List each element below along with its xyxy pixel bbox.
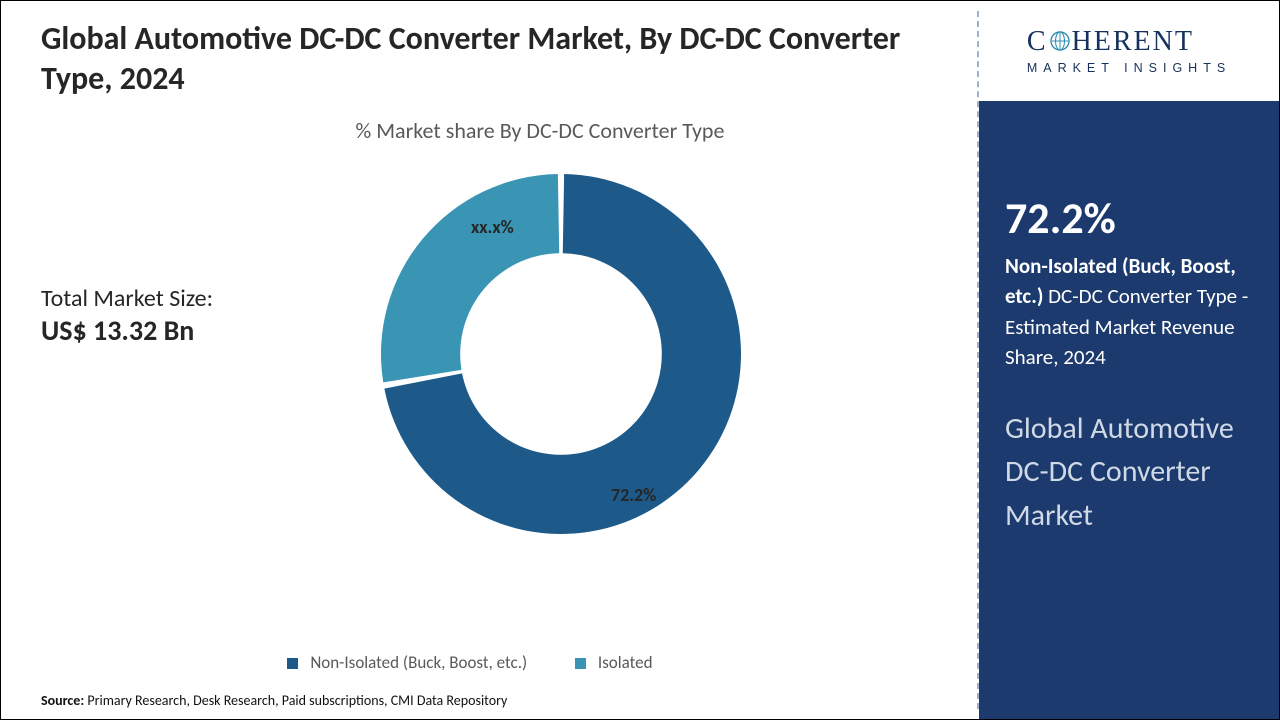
- panel-market-name: Global Automotive DC-DC Converter Market: [1005, 407, 1253, 538]
- slice-label-nonisolated: 72.2%: [611, 484, 656, 506]
- legend-item-0: Non-Isolated (Buck, Boost, etc.): [287, 652, 527, 673]
- brand-logo: CHERENT MARKET INSIGHTS: [1027, 28, 1231, 74]
- donut-chart: [361, 154, 761, 554]
- right-column: CHERENT MARKET INSIGHTS 72.2% Non-Isolat…: [979, 1, 1279, 719]
- legend-swatch-0: [287, 658, 298, 669]
- source-line: Source: Primary Research, Desk Research,…: [41, 692, 507, 709]
- slice-label-isolated: xx.x%: [471, 216, 514, 238]
- page-root: Global Automotive DC-DC Converter Market…: [0, 0, 1280, 720]
- chart-legend: Non-Isolated (Buck, Boost, etc.) Isolate…: [1, 652, 939, 673]
- logo-top-text: CHERENT: [1027, 28, 1231, 58]
- legend-swatch-1: [575, 658, 586, 669]
- chart-subtitle: % Market share By DC-DC Converter Type: [121, 117, 959, 144]
- source-text: Primary Research, Desk Research, Paid su…: [84, 692, 507, 709]
- total-market-box: Total Market Size: US$ 13.32 Bn: [41, 284, 213, 348]
- donut-svg: [361, 154, 761, 554]
- legend-item-1: Isolated: [575, 652, 653, 673]
- total-market-value: US$ 13.32 Bn: [41, 313, 213, 348]
- logo-box: CHERENT MARKET INSIGHTS: [979, 1, 1279, 101]
- logo-bottom-text: MARKET INSIGHTS: [1027, 62, 1231, 75]
- legend-label-0: Non-Isolated (Buck, Boost, etc.): [310, 652, 527, 673]
- panel-percent: 72.2%: [1005, 191, 1253, 245]
- legend-label-1: Isolated: [598, 652, 653, 673]
- total-market-label: Total Market Size:: [41, 284, 213, 313]
- source-label: Source:: [41, 692, 84, 709]
- chart-area: Total Market Size: US$ 13.32 Bn xx.x% 72…: [41, 154, 959, 604]
- highlight-panel: 72.2% Non-Isolated (Buck, Boost, etc.) D…: [979, 101, 1279, 719]
- panel-description: Non-Isolated (Buck, Boost, etc.) DC-DC C…: [1005, 251, 1253, 373]
- main-content: Global Automotive DC-DC Converter Market…: [1, 1, 979, 719]
- logo-globe-icon: [1049, 30, 1071, 58]
- page-title: Global Automotive DC-DC Converter Market…: [41, 19, 959, 99]
